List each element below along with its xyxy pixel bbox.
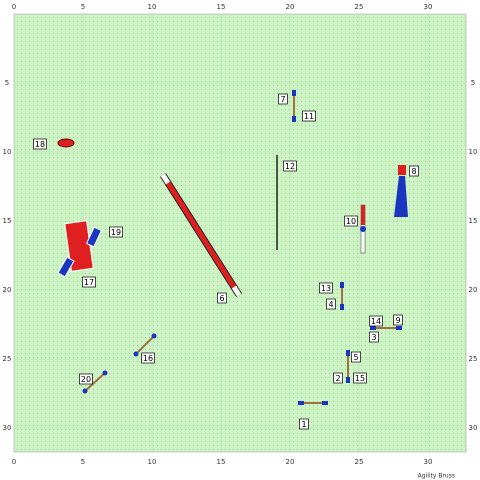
x-axis-label: 25 xyxy=(355,458,364,466)
x-axis-label: 30 xyxy=(424,458,433,466)
obstacle-number: 15 xyxy=(355,374,365,383)
x-axis-label: 15 xyxy=(217,3,226,11)
jump xyxy=(83,371,107,393)
x-axis-label: 0 xyxy=(12,3,16,11)
x-axis-label: 30 xyxy=(424,3,433,11)
obstacle-number: 8 xyxy=(411,167,416,176)
obstacle-number: 14 xyxy=(371,317,381,326)
seesaw-part xyxy=(361,205,365,225)
y-axis-label: 10 xyxy=(469,148,478,156)
obstacle-number: 3 xyxy=(371,333,376,342)
obstacle-number: 5 xyxy=(353,353,358,362)
y-axis-label: 10 xyxy=(3,148,12,156)
obstacle-number-box xyxy=(141,352,155,364)
obstacle-number: 12 xyxy=(285,162,295,171)
obstacle-number-box xyxy=(393,314,403,326)
obstacle-number-box xyxy=(333,372,343,384)
obstacle-number: 16 xyxy=(143,354,153,363)
obstacle-number-box xyxy=(82,276,96,288)
obstacle-number: 4 xyxy=(328,300,333,309)
obstacle-number: 7 xyxy=(280,95,285,104)
y-axis-label: 25 xyxy=(3,355,12,363)
obstacle-number: 2 xyxy=(335,374,340,383)
obstacle-number: 10 xyxy=(346,217,356,226)
dog-walk-end xyxy=(231,285,242,297)
tunnel-end xyxy=(57,256,75,278)
obstacle-number-box xyxy=(79,373,93,385)
y-axis-label: 5 xyxy=(5,79,9,87)
obstacle-number-box xyxy=(326,298,336,310)
obstacle-number-box xyxy=(319,282,333,294)
obstacle-number-box xyxy=(344,215,358,227)
obstacle-number-box xyxy=(351,351,361,363)
y-axis-label: 30 xyxy=(3,424,12,432)
obstacle-number-box xyxy=(353,372,367,384)
a-frame xyxy=(394,176,408,217)
obstacle-number-box xyxy=(283,160,297,172)
x-axis-label: 10 xyxy=(148,3,157,11)
obstacle-number-box xyxy=(369,331,379,343)
y-axis-label: 15 xyxy=(469,217,478,225)
dog-walk xyxy=(160,173,242,297)
obstacle-number-box xyxy=(299,418,309,430)
x-axis-label: 5 xyxy=(81,3,85,11)
y-axis-label: 25 xyxy=(469,355,478,363)
obstacle-number: 9 xyxy=(395,316,400,325)
x-axis-label: 5 xyxy=(81,458,85,466)
x-axis-label: 25 xyxy=(355,3,364,11)
y-axis-label: 15 xyxy=(3,217,12,225)
x-axis-label: 20 xyxy=(286,3,295,11)
x-axis-label: 10 xyxy=(148,458,157,466)
y-axis-label: 20 xyxy=(469,286,478,294)
seesaw-pivot xyxy=(360,226,366,232)
obstacle-number: 1 xyxy=(301,420,306,429)
a-frame-top xyxy=(398,165,406,175)
obstacle-number: 19 xyxy=(111,228,121,237)
obstacle-number: 17 xyxy=(84,278,94,287)
obstacle-number: 18 xyxy=(35,140,45,149)
credit: Agility Bruss xyxy=(418,473,455,480)
x-axis-label: 15 xyxy=(217,458,226,466)
obstacle-number: 6 xyxy=(219,294,224,303)
obstacle-number: 13 xyxy=(321,284,331,293)
dog-walk-end xyxy=(160,173,171,185)
y-axis-label: 5 xyxy=(471,79,475,87)
obstacle-number-box xyxy=(369,315,383,327)
obstacle-number-box xyxy=(302,110,316,122)
obstacle-number-box xyxy=(33,138,47,150)
x-axis-label: 0 xyxy=(12,458,16,466)
y-axis-label: 20 xyxy=(3,286,12,294)
obstacle-number: 11 xyxy=(304,112,314,121)
obstacle-number-box xyxy=(409,165,419,177)
tunnel-end xyxy=(85,226,103,248)
obstacle-number-box xyxy=(109,226,123,238)
x-axis-label: 20 xyxy=(286,458,295,466)
obstacles xyxy=(57,90,408,405)
obstacle-number-box xyxy=(217,292,227,304)
jump xyxy=(134,334,156,356)
obstacle-number-box xyxy=(278,93,288,105)
obstacle-number: 20 xyxy=(81,375,91,384)
tire xyxy=(57,138,75,148)
y-axis-label: 30 xyxy=(469,424,478,432)
